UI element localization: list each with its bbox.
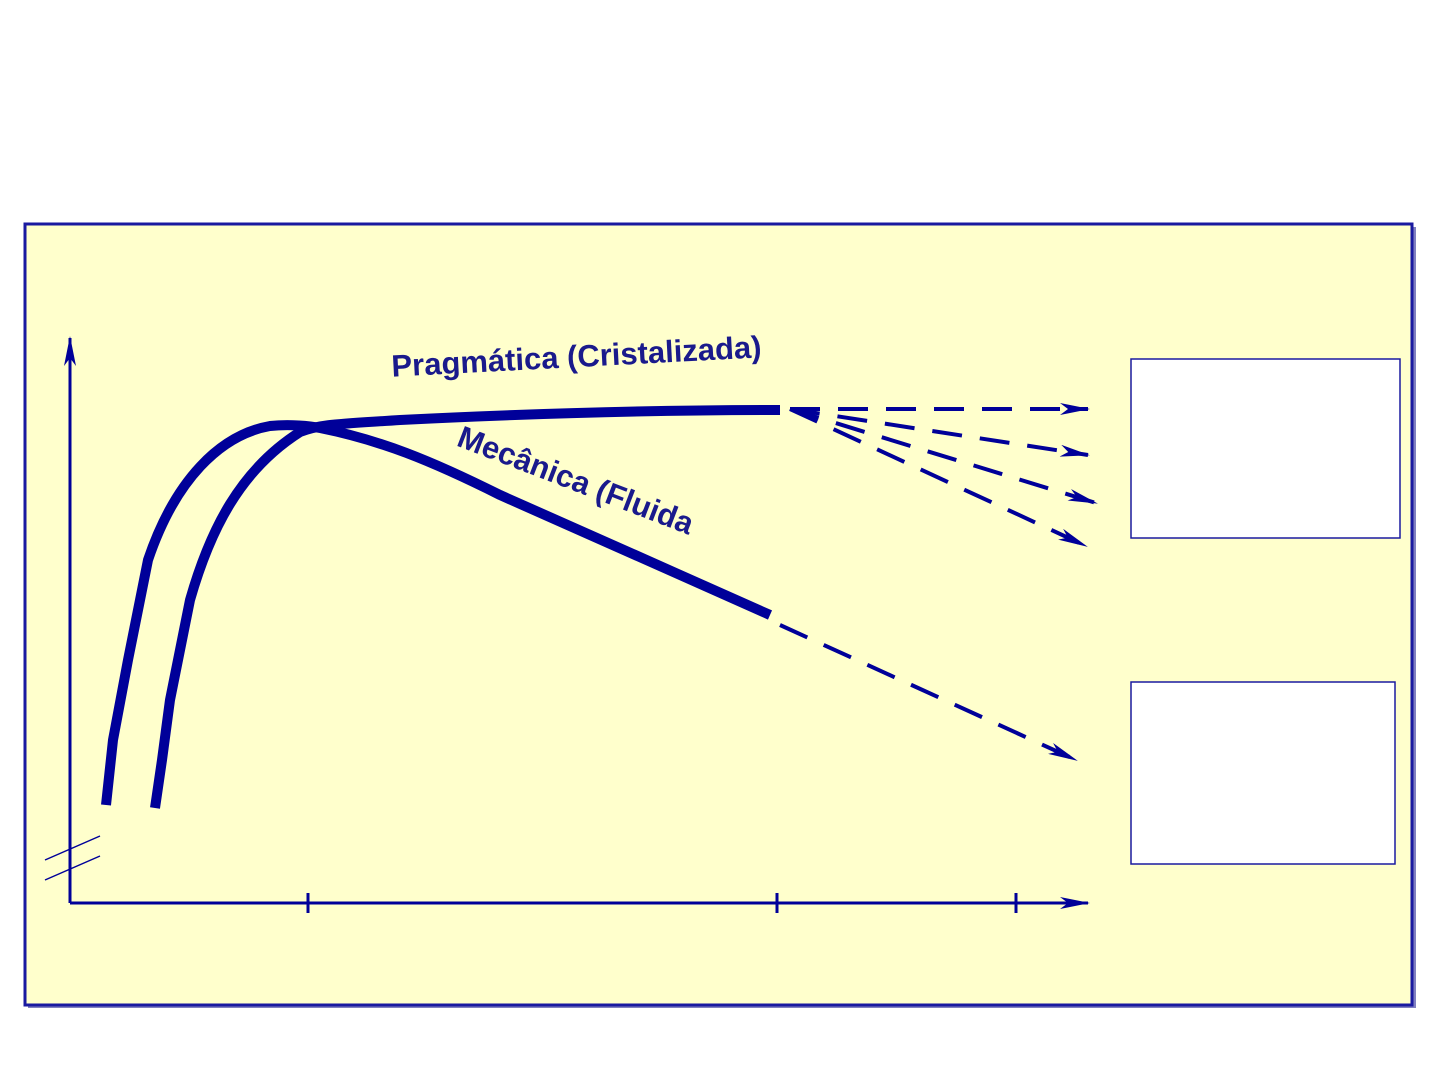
outcome-box xyxy=(1130,358,1401,539)
crystallized-curve xyxy=(150,405,781,809)
projection xyxy=(779,623,1078,762)
projection xyxy=(789,407,1088,548)
projections xyxy=(779,403,1098,762)
panel xyxy=(23,222,1414,1007)
outcome-box xyxy=(1130,681,1396,865)
projection xyxy=(789,407,1090,457)
axis-break xyxy=(44,855,101,881)
fluid-curve xyxy=(101,420,773,806)
projection xyxy=(789,407,1098,505)
axis-break xyxy=(44,835,101,861)
